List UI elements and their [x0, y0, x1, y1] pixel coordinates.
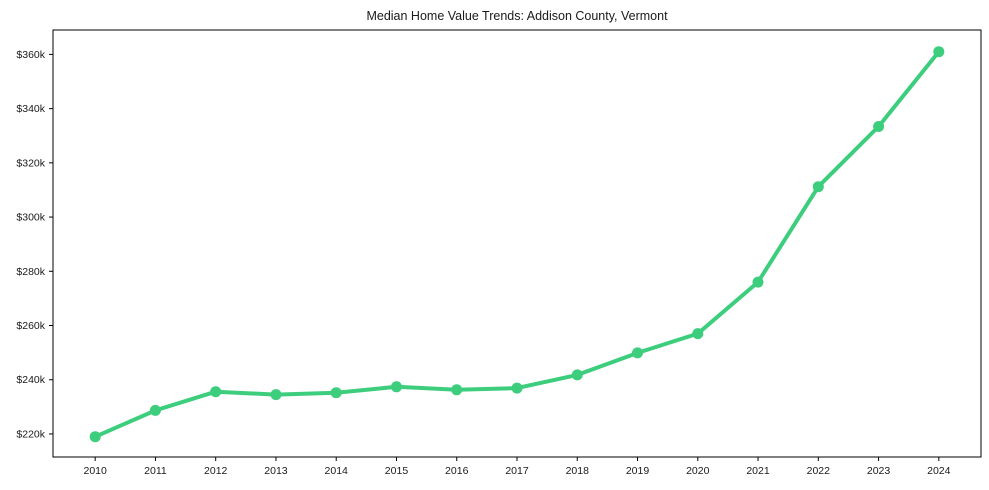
data-point-marker [391, 381, 402, 393]
data-point-marker [149, 404, 161, 416]
x-tick-label: 2014 [325, 465, 349, 477]
x-tick-label: 2020 [686, 465, 710, 477]
x-tick-label: 2017 [505, 465, 529, 477]
y-tick-label: $280k [16, 266, 45, 278]
x-tick-label: 2016 [445, 465, 469, 477]
data-point-marker [89, 431, 101, 443]
x-tick-label: 2023 [867, 465, 891, 477]
plot-border [52, 29, 982, 458]
data-point-marker [692, 328, 704, 340]
x-tick-label: 2011 [144, 465, 167, 477]
trend-line [93, 49, 941, 439]
chart-title: Median Home Value Trends: Addison County… [366, 9, 668, 23]
x-tick-label: 2015 [385, 465, 409, 477]
x-tick-label: 2021 [746, 465, 770, 477]
x-tick-label: 2019 [626, 465, 650, 477]
data-point-marker [270, 389, 282, 401]
data-point-marker [873, 121, 885, 132]
x-tick-label: 2024 [927, 465, 951, 477]
data-point-marker [571, 369, 583, 381]
x-tick-label: 2013 [264, 465, 288, 477]
x-tick-label: 2022 [807, 465, 831, 477]
y-tick-label: $320k [16, 157, 45, 169]
x-tick-label: 2010 [84, 465, 108, 477]
data-point-marker [330, 387, 342, 399]
data-point-marker [933, 46, 945, 58]
y-tick-label: $220k [16, 428, 45, 440]
y-tick-label: $260k [16, 320, 45, 332]
data-point-marker [812, 181, 824, 193]
data-point-marker [451, 384, 463, 396]
y-tick-label: $340k [16, 103, 45, 115]
x-tick-label: 2018 [566, 465, 590, 477]
y-tick-label: $360k [16, 49, 45, 61]
y-tick-label: $240k [16, 374, 45, 386]
data-point-marker [511, 382, 523, 394]
y-tick-label: $300k [16, 212, 45, 224]
data-point-marker [632, 347, 643, 359]
x-tick-label: 2012 [204, 465, 228, 477]
data-point-marker [210, 386, 222, 398]
data-point-marker [752, 276, 764, 288]
